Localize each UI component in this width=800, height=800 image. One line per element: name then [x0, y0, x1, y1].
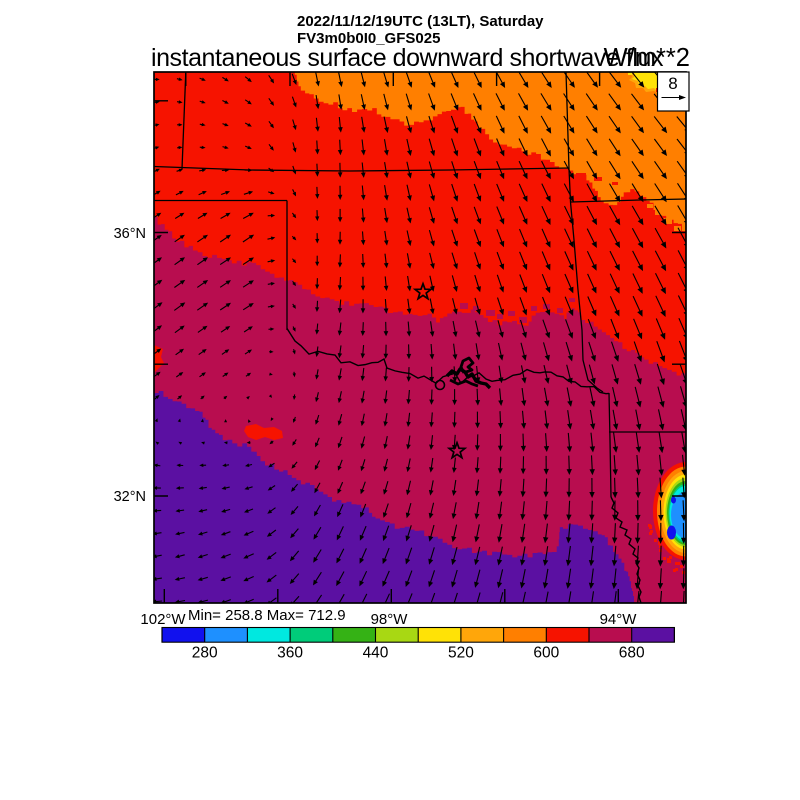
svg-text:Min= 258.8 Max= 712.9: Min= 258.8 Max= 712.9	[188, 607, 346, 624]
svg-text:98°W: 98°W	[371, 611, 409, 628]
svg-text:2022/11/12/19UTC (13LT), Satur: 2022/11/12/19UTC (13LT), Saturday	[297, 13, 544, 30]
svg-text:FV3m0b0I0_GFS025: FV3m0b0I0_GFS025	[297, 30, 440, 47]
svg-text:W/m**2: W/m**2	[604, 44, 690, 72]
svg-text:360: 360	[277, 645, 303, 662]
svg-text:36°N: 36°N	[114, 226, 146, 242]
svg-text:600: 600	[533, 645, 559, 662]
svg-text:680: 680	[619, 645, 645, 662]
svg-text:8: 8	[668, 74, 677, 93]
svg-text:280: 280	[192, 645, 218, 662]
svg-text:102°W: 102°W	[140, 611, 186, 628]
svg-text:440: 440	[363, 645, 389, 662]
svg-text:94°W: 94°W	[600, 611, 638, 628]
svg-text:instantaneous surface downward: instantaneous surface downward shortwave…	[151, 44, 664, 72]
svg-text:32°N: 32°N	[114, 489, 146, 505]
svg-text:520: 520	[448, 645, 474, 662]
